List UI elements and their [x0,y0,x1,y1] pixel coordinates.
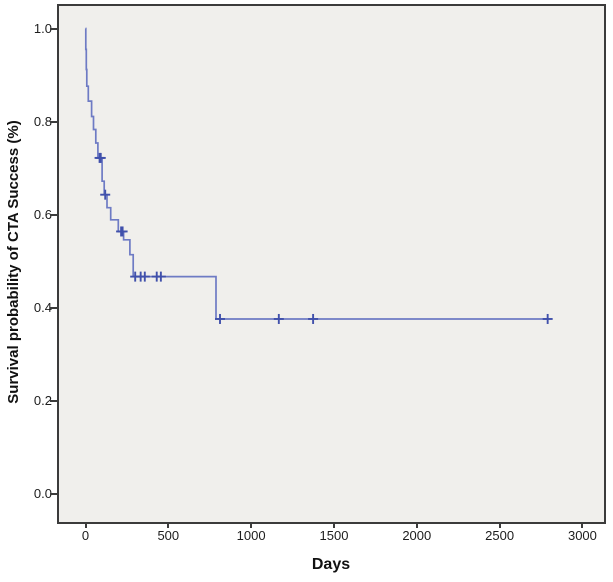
survival-curve-svg [84,27,553,324]
x-tick-mark [415,522,418,528]
y-tick-label: 0.4 [33,299,52,315]
y-tick-mark [50,27,57,30]
x-tick-label: 2500 [485,528,515,543]
y-tick-label: 1.0 [33,20,52,36]
censor-plus-icon [139,271,150,282]
y-tick-label: 0.8 [33,113,52,129]
survival-curve [84,27,548,320]
x-tick-mark [332,522,335,528]
y-tick-label: 0.0 [33,486,52,501]
censor-marks [94,152,553,324]
censor-plus-icon [117,226,128,237]
x-tick-label: 3000 [567,528,597,543]
y-tick-mark [50,120,57,123]
x-tick-label: 2000 [402,528,432,543]
x-tick-mark [581,522,584,528]
censor-plus-icon [308,313,319,324]
x-tick-label: 1000 [236,528,266,543]
y-tick-mark [50,493,57,495]
y-tick-mark [50,306,57,309]
y-tick-mark [50,213,57,216]
censor-plus-icon [215,313,226,324]
x-tick-mark [84,522,87,528]
y-tick-label: 0.2 [33,392,52,408]
x-tick-label: 500 [157,528,180,543]
plot-area [57,4,606,524]
x-tick-mark [167,522,170,528]
censor-plus-icon [95,152,106,163]
censor-plus-icon [273,313,284,324]
x-tick-label: 1500 [319,528,349,543]
x-tick-label: 0 [81,528,90,543]
y-tick-mark [50,399,57,402]
x-tick-mark [498,522,501,528]
y-axis-title: Survival probability of CTA Success (%) [5,120,22,404]
x-tick-mark [250,522,253,528]
censor-plus-icon [542,313,553,324]
y-tick-label: 0.6 [33,206,52,222]
x-axis-title: Days [311,556,351,573]
censor-plus-icon [100,189,111,200]
censor-plus-icon [155,271,166,282]
